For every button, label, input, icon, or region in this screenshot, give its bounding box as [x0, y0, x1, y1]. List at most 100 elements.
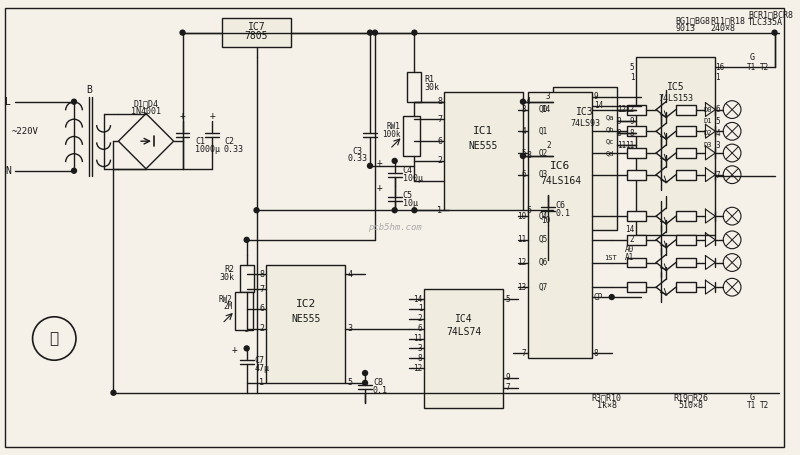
Text: 30k: 30k: [424, 83, 439, 92]
Text: 2: 2: [546, 141, 550, 150]
Circle shape: [610, 294, 614, 299]
Bar: [626, 148, 646, 158]
Text: 74LS93: 74LS93: [570, 119, 600, 128]
Circle shape: [244, 346, 249, 351]
Text: +: +: [209, 111, 215, 121]
Text: 1: 1: [715, 72, 720, 81]
Text: IC1: IC1: [474, 126, 494, 136]
Circle shape: [392, 208, 397, 212]
Bar: [676, 211, 696, 221]
Bar: [676, 282, 696, 292]
Text: 9: 9: [594, 92, 598, 101]
Circle shape: [362, 370, 367, 375]
Circle shape: [111, 390, 116, 395]
Text: 4: 4: [522, 127, 526, 136]
Bar: [553, 87, 617, 230]
Text: 12: 12: [517, 258, 526, 267]
Text: 3: 3: [715, 141, 720, 150]
Text: C6: C6: [555, 201, 566, 210]
Text: 74LS74: 74LS74: [446, 327, 482, 337]
Text: 5: 5: [347, 379, 352, 387]
Text: 11: 11: [625, 141, 634, 150]
Text: +: +: [179, 111, 186, 121]
Text: 100µ: 100µ: [402, 174, 422, 183]
Text: 11: 11: [517, 235, 526, 244]
Bar: [626, 211, 646, 221]
Text: T1: T1: [747, 63, 757, 72]
Text: 74LS153: 74LS153: [658, 94, 694, 103]
Bar: [626, 126, 646, 136]
Bar: [676, 105, 696, 115]
Text: C4: C4: [402, 166, 413, 175]
Bar: [407, 72, 422, 102]
Text: 47µ: 47µ: [254, 364, 270, 373]
Bar: [235, 292, 253, 329]
Text: 100k: 100k: [382, 130, 401, 139]
Text: 6: 6: [418, 324, 422, 333]
Text: T1: T1: [747, 401, 757, 410]
Circle shape: [254, 208, 259, 212]
Text: 12: 12: [625, 105, 634, 114]
Text: 8: 8: [259, 270, 265, 279]
Bar: [240, 264, 254, 292]
Text: 240×8: 240×8: [710, 24, 735, 33]
Text: 0.1: 0.1: [373, 386, 388, 395]
Text: 510×8: 510×8: [678, 401, 703, 410]
Circle shape: [71, 99, 77, 104]
Text: Q6: Q6: [538, 258, 548, 267]
Text: 3: 3: [347, 324, 352, 333]
Bar: [676, 258, 696, 268]
Text: G: G: [750, 53, 754, 62]
Text: 74LS164: 74LS164: [540, 176, 581, 186]
Text: 7: 7: [715, 171, 720, 180]
Text: C7: C7: [254, 356, 265, 365]
Text: 5: 5: [522, 148, 526, 157]
Bar: [626, 105, 646, 115]
Text: IC2: IC2: [296, 299, 316, 309]
Text: 3: 3: [546, 92, 550, 101]
Text: ①: ①: [50, 331, 59, 346]
Text: D2: D2: [704, 130, 712, 136]
Text: 3: 3: [418, 344, 422, 353]
Text: 14: 14: [413, 294, 422, 303]
Bar: [626, 258, 646, 268]
Bar: [444, 92, 523, 210]
Text: 7: 7: [522, 349, 526, 358]
Text: 4: 4: [347, 270, 352, 279]
Text: T2: T2: [760, 401, 770, 410]
Text: 4: 4: [715, 129, 720, 138]
Text: NE555: NE555: [291, 314, 321, 324]
Text: 5: 5: [630, 63, 634, 72]
Text: CP: CP: [594, 293, 603, 302]
Bar: [676, 148, 696, 158]
Bar: [626, 170, 646, 180]
Text: 30k: 30k: [220, 273, 235, 282]
Text: Q1: Q1: [538, 127, 548, 136]
Text: 12: 12: [413, 364, 422, 373]
Text: +: +: [377, 182, 383, 192]
Text: 1: 1: [630, 72, 634, 81]
Text: 8: 8: [418, 354, 422, 363]
Text: A0: A0: [625, 245, 634, 254]
Text: 10µ: 10µ: [402, 199, 418, 208]
Circle shape: [392, 158, 397, 163]
Text: Q4: Q4: [538, 212, 548, 221]
Text: NE555: NE555: [469, 141, 498, 151]
Text: 2: 2: [630, 235, 634, 244]
Text: 8: 8: [437, 97, 442, 106]
Text: RW1: RW1: [386, 122, 401, 131]
Circle shape: [244, 326, 249, 331]
Text: 11: 11: [413, 334, 422, 343]
Text: 14: 14: [594, 101, 603, 110]
Text: D1: D1: [704, 118, 712, 124]
Text: 0.1: 0.1: [555, 209, 570, 217]
Text: 1: 1: [418, 304, 422, 313]
Circle shape: [180, 30, 185, 35]
Circle shape: [521, 153, 526, 158]
Text: Qd: Qd: [606, 150, 614, 156]
Text: +: +: [232, 345, 238, 355]
Text: B: B: [86, 85, 92, 95]
Text: Q3: Q3: [538, 170, 548, 179]
Circle shape: [244, 238, 249, 243]
Text: IC5: IC5: [667, 82, 685, 92]
